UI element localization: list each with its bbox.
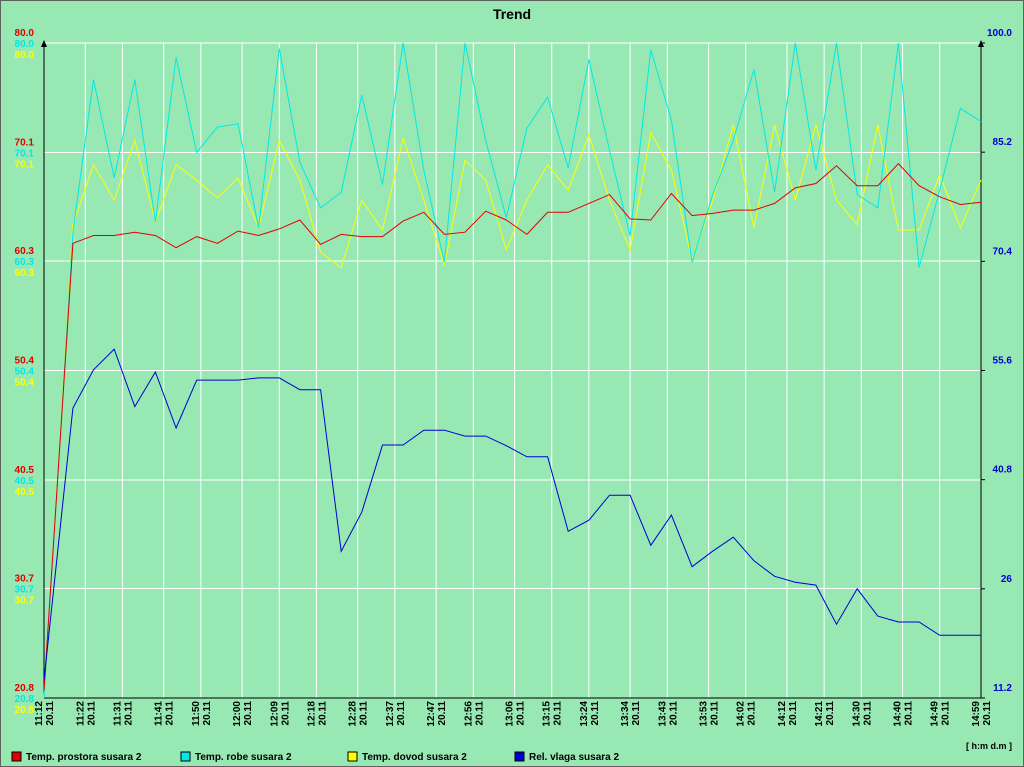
x-tick-sublabel: 20.11: [359, 701, 370, 726]
x-tick-label: 11:50: [191, 701, 202, 726]
y-tick-label: 50.4: [15, 378, 35, 389]
x-tick-label: 12:47: [426, 701, 437, 727]
y2-tick-label: 70.4: [993, 246, 1013, 257]
x-tick-label: 12:00: [232, 701, 243, 727]
x-tick-label: 12:18: [306, 701, 317, 727]
y2-tick-label: 85.2: [993, 137, 1013, 148]
x-tick-label: 14:30: [851, 701, 862, 727]
series-line: [43, 42, 982, 699]
y-tick-label: 30.7: [15, 573, 35, 584]
legend-swatch: [180, 751, 191, 762]
x-tick-sublabel: 20.11: [474, 701, 485, 726]
x-tick-label: 11:41: [154, 701, 165, 726]
x-tick-sublabel: 20.11: [202, 701, 213, 726]
x-tick-sublabel: 20.11: [747, 701, 758, 726]
x-tick-sublabel: 20.11: [788, 701, 799, 726]
x-tick-sublabel: 20.11: [516, 701, 527, 726]
series-line: [43, 162, 982, 691]
x-tick-label: 13:43: [657, 701, 668, 727]
y-tick-label: 40.5: [15, 487, 35, 498]
x-tick-sublabel: 20.11: [45, 701, 56, 726]
x-axis-label: [ h:m d.m ]: [966, 741, 1012, 751]
x-tick-label: 13:06: [505, 701, 516, 727]
x-tick-label: 14:40: [893, 701, 904, 727]
x-tick-label: 12:56: [463, 701, 474, 727]
legend-label: Temp. prostora susara 2: [26, 752, 142, 763]
x-tick-sublabel: 20.11: [123, 701, 134, 726]
legend-label: Rel. vlaga susara 2: [529, 752, 619, 763]
legend-label: Temp. dovod susara 2: [362, 752, 467, 763]
x-tick-sublabel: 20.11: [941, 701, 952, 726]
x-tick-sublabel: 20.11: [437, 701, 448, 726]
y-axis-arrow: [41, 40, 47, 47]
x-tick-sublabel: 20.11: [862, 701, 873, 726]
y-tick-label: 50.4: [15, 356, 35, 367]
x-tick-label: 13:15: [542, 701, 553, 727]
x-tick-sublabel: 20.11: [825, 701, 836, 726]
x-tick-sublabel: 20.11: [710, 701, 721, 726]
x-tick-label: 14:59: [971, 701, 982, 727]
legend-swatch: [11, 751, 22, 762]
x-tick-sublabel: 20.11: [317, 701, 328, 726]
y-tick-label: 60.3: [15, 268, 35, 279]
y2-tick-label: 26: [1001, 574, 1013, 585]
x-tick-sublabel: 20.11: [982, 701, 993, 726]
y-tick-label: 40.5: [15, 465, 35, 476]
y-tick-label: 30.7: [15, 584, 35, 595]
x-tick-sublabel: 20.11: [396, 701, 407, 726]
x-tick-sublabel: 20.11: [165, 701, 176, 726]
x-tick-label: 11:12: [34, 701, 45, 726]
y-tick-label: 80.0: [15, 39, 35, 50]
x-tick-label: 14:21: [814, 701, 825, 727]
x-tick-label: 13:34: [620, 701, 631, 727]
y-tick-label: 80.0: [15, 50, 35, 61]
x-tick-label: 11:22: [75, 701, 86, 726]
series-line: [43, 348, 981, 681]
y-tick-label: 60.3: [15, 246, 35, 257]
x-tick-label: 12:28: [348, 701, 359, 727]
x-tick-sublabel: 20.11: [243, 701, 254, 726]
x-tick-sublabel: 20.11: [86, 701, 97, 726]
x-tick-sublabel: 20.11: [553, 701, 564, 726]
y-tick-label: 50.4: [15, 367, 35, 378]
x-tick-label: 12:09: [269, 701, 280, 727]
x-tick-label: 11:31: [112, 701, 123, 726]
y-tick-label: 20.8: [15, 705, 35, 716]
x-tick-label: 14:02: [736, 701, 747, 727]
y-tick-label: 30.7: [15, 595, 35, 606]
series-line: [43, 123, 982, 699]
y2-tick-label: 55.6: [993, 356, 1013, 367]
x-tick-sublabel: 20.11: [280, 701, 291, 726]
legend-swatch: [347, 751, 358, 762]
y-tick-label: 20.8: [15, 683, 35, 694]
y-tick-label: 80.0: [15, 28, 35, 39]
x-tick-sublabel: 20.11: [904, 701, 915, 726]
y2-axis-arrow: [978, 40, 984, 47]
y-tick-label: 70.1: [15, 149, 35, 160]
legend-label: Temp. robe susara 2: [195, 752, 292, 763]
x-tick-sublabel: 20.11: [590, 701, 601, 726]
x-tick-label: 12:37: [385, 701, 396, 727]
y2-tick-label: 100.0: [987, 28, 1012, 39]
y-tick-label: 40.5: [15, 476, 35, 487]
x-tick-sublabel: 20.11: [668, 701, 679, 726]
x-tick-label: 14:12: [777, 701, 788, 727]
y-tick-label: 60.3: [15, 257, 35, 268]
y-tick-label: 20.8: [15, 694, 35, 705]
y-tick-label: 70.1: [15, 160, 35, 171]
y2-tick-label: 40.8: [993, 465, 1013, 476]
x-tick-sublabel: 20.11: [631, 701, 642, 726]
x-tick-label: 13:53: [699, 701, 710, 727]
chart-title: Trend: [493, 6, 531, 22]
legend-swatch: [514, 751, 525, 762]
y-tick-label: 70.1: [15, 138, 35, 149]
y2-tick-label: 11.2: [993, 683, 1012, 694]
x-tick-label: 13:24: [579, 701, 590, 727]
x-tick-label: 14:49: [930, 701, 941, 727]
